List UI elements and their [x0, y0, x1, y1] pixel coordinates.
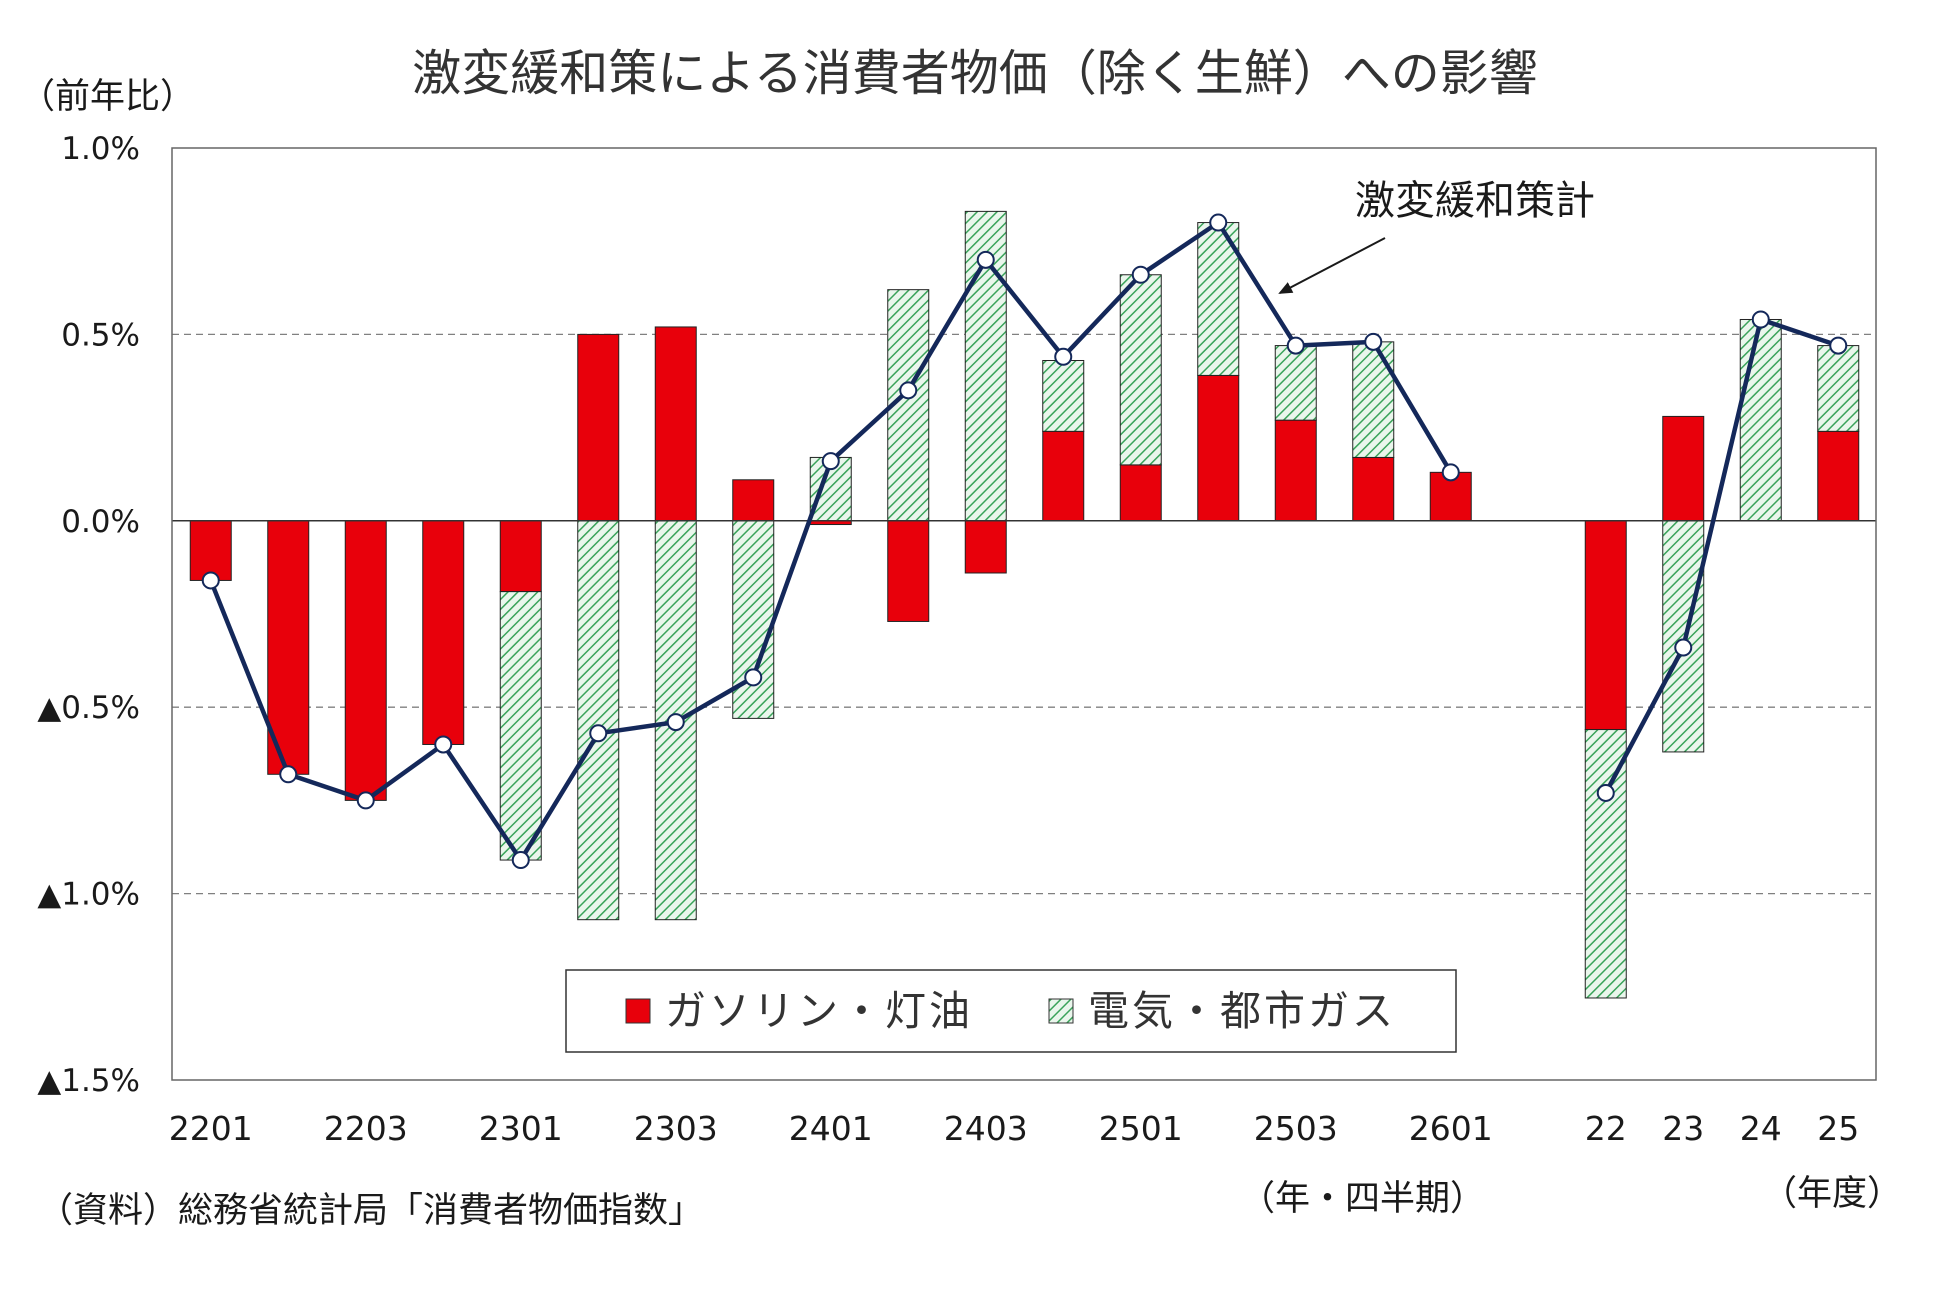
bar-gasoline	[732, 479, 775, 522]
total-point	[1674, 638, 1693, 657]
total-point	[1364, 332, 1383, 351]
y-tick-label: 1.0%	[61, 131, 140, 167]
total-point	[1441, 463, 1460, 482]
legend-swatch-gasoline	[625, 998, 651, 1024]
total-point	[744, 668, 763, 687]
bar-electric	[1817, 345, 1860, 432]
total-point	[279, 765, 298, 784]
y-tick-label: 0.5%	[61, 317, 140, 353]
x-axis-ticks: 2201 2203 2301 2303 2401 2403 2501 2503 2601 22 23…	[169, 1109, 1859, 1148]
bar-electric	[1662, 520, 1705, 753]
bar-gasoline	[1662, 415, 1705, 522]
total-point	[1751, 310, 1770, 329]
bar-electric	[1352, 341, 1395, 458]
plot-area	[171, 147, 1877, 1081]
total-point	[1829, 336, 1848, 355]
y-unit-label: （前年比）	[20, 77, 195, 117]
bar-electric	[1739, 318, 1782, 522]
total-point	[356, 791, 375, 810]
x-tick-label: 2201	[169, 1109, 253, 1148]
x-tick-label: 2601	[1409, 1109, 1493, 1148]
total-point	[1054, 347, 1073, 366]
x-note-quarterly: （年・四半期）	[1240, 1179, 1485, 1219]
total-point	[899, 381, 918, 400]
total-point	[1209, 213, 1228, 232]
total-line	[208, 220, 1453, 863]
x-tick-label: 2301	[479, 1109, 563, 1148]
bar-gasoline	[577, 333, 620, 522]
legend-label-gasoline: ガソリン・灯油	[665, 987, 973, 1035]
legend: ガソリン・灯油 電気・都市ガス	[565, 969, 1457, 1053]
x-tick-label: 25	[1817, 1109, 1859, 1148]
x-tick-label: 24	[1740, 1109, 1782, 1148]
x-tick-label: 2501	[1099, 1109, 1183, 1148]
x-tick-label: 2203	[324, 1109, 408, 1148]
bar-gasoline	[499, 520, 542, 593]
total-point	[666, 713, 685, 732]
y-tick-label: 0.0%	[61, 504, 140, 540]
total-point	[589, 724, 608, 743]
bar-gasoline	[1042, 430, 1085, 522]
y-tick-label: ▲1.0%	[37, 877, 140, 913]
y-tick-label: ▲0.5%	[37, 690, 140, 726]
total-point	[201, 571, 220, 590]
total-point	[1131, 265, 1150, 284]
bar-gasoline	[422, 520, 465, 745]
bar-gasoline	[1584, 520, 1627, 731]
legend-swatch-electric	[1048, 998, 1074, 1024]
bar-gasoline	[1274, 419, 1317, 522]
legend-box	[565, 969, 1457, 1053]
x-note-fiscal: （年度）	[1762, 1174, 1902, 1214]
bar-gasoline	[887, 520, 930, 622]
x-tick-label: 2401	[789, 1109, 873, 1148]
total-point	[434, 735, 453, 754]
total-point	[1596, 783, 1615, 802]
total-point	[821, 452, 840, 471]
bar-gasoline	[1197, 374, 1240, 522]
total-line	[1603, 317, 1839, 795]
annotation-arrow	[1278, 237, 1386, 294]
source-note: （資料）総務省統計局「消費者物価指数」	[38, 1191, 703, 1231]
x-tick-label: 23	[1662, 1109, 1704, 1148]
bar-electric	[499, 591, 542, 861]
bar-gasoline	[344, 520, 387, 801]
bar-electric	[1042, 359, 1085, 432]
total-line-series	[201, 213, 1848, 870]
total-point	[511, 851, 530, 870]
x-tick-label: 2303	[634, 1109, 718, 1148]
bar-gasoline	[964, 520, 1007, 574]
x-tick-label: 2503	[1254, 1109, 1338, 1148]
legend-label-electric: 電気・都市ガス	[1088, 987, 1396, 1035]
bar-gasoline	[1352, 456, 1395, 522]
y-axis-ticks: 1.0% 0.5% 0.0% ▲0.5% ▲1.0% ▲1.5%	[37, 131, 140, 1099]
bar-gasoline	[1817, 430, 1860, 522]
bar-electric	[577, 520, 620, 921]
bars	[189, 210, 1860, 999]
bar-gasoline	[1119, 464, 1162, 522]
bar-electric	[732, 520, 775, 719]
bar-electric	[1584, 729, 1627, 999]
annotation-total-label: 激変緩和策計	[1355, 178, 1595, 224]
bar-gasoline	[654, 326, 697, 522]
y-tick-label: ▲1.5%	[37, 1063, 140, 1099]
x-tick-label: 22	[1585, 1109, 1627, 1148]
total-point	[976, 250, 995, 269]
bar-electric	[1119, 274, 1162, 466]
bar-electric	[1274, 345, 1317, 421]
total-point	[1286, 336, 1305, 355]
chart-title: 激変緩和策による消費者物価（除く生鮮）への影響	[412, 45, 1538, 102]
x-tick-label: 2403	[944, 1109, 1028, 1148]
bar-gasoline	[189, 520, 232, 581]
